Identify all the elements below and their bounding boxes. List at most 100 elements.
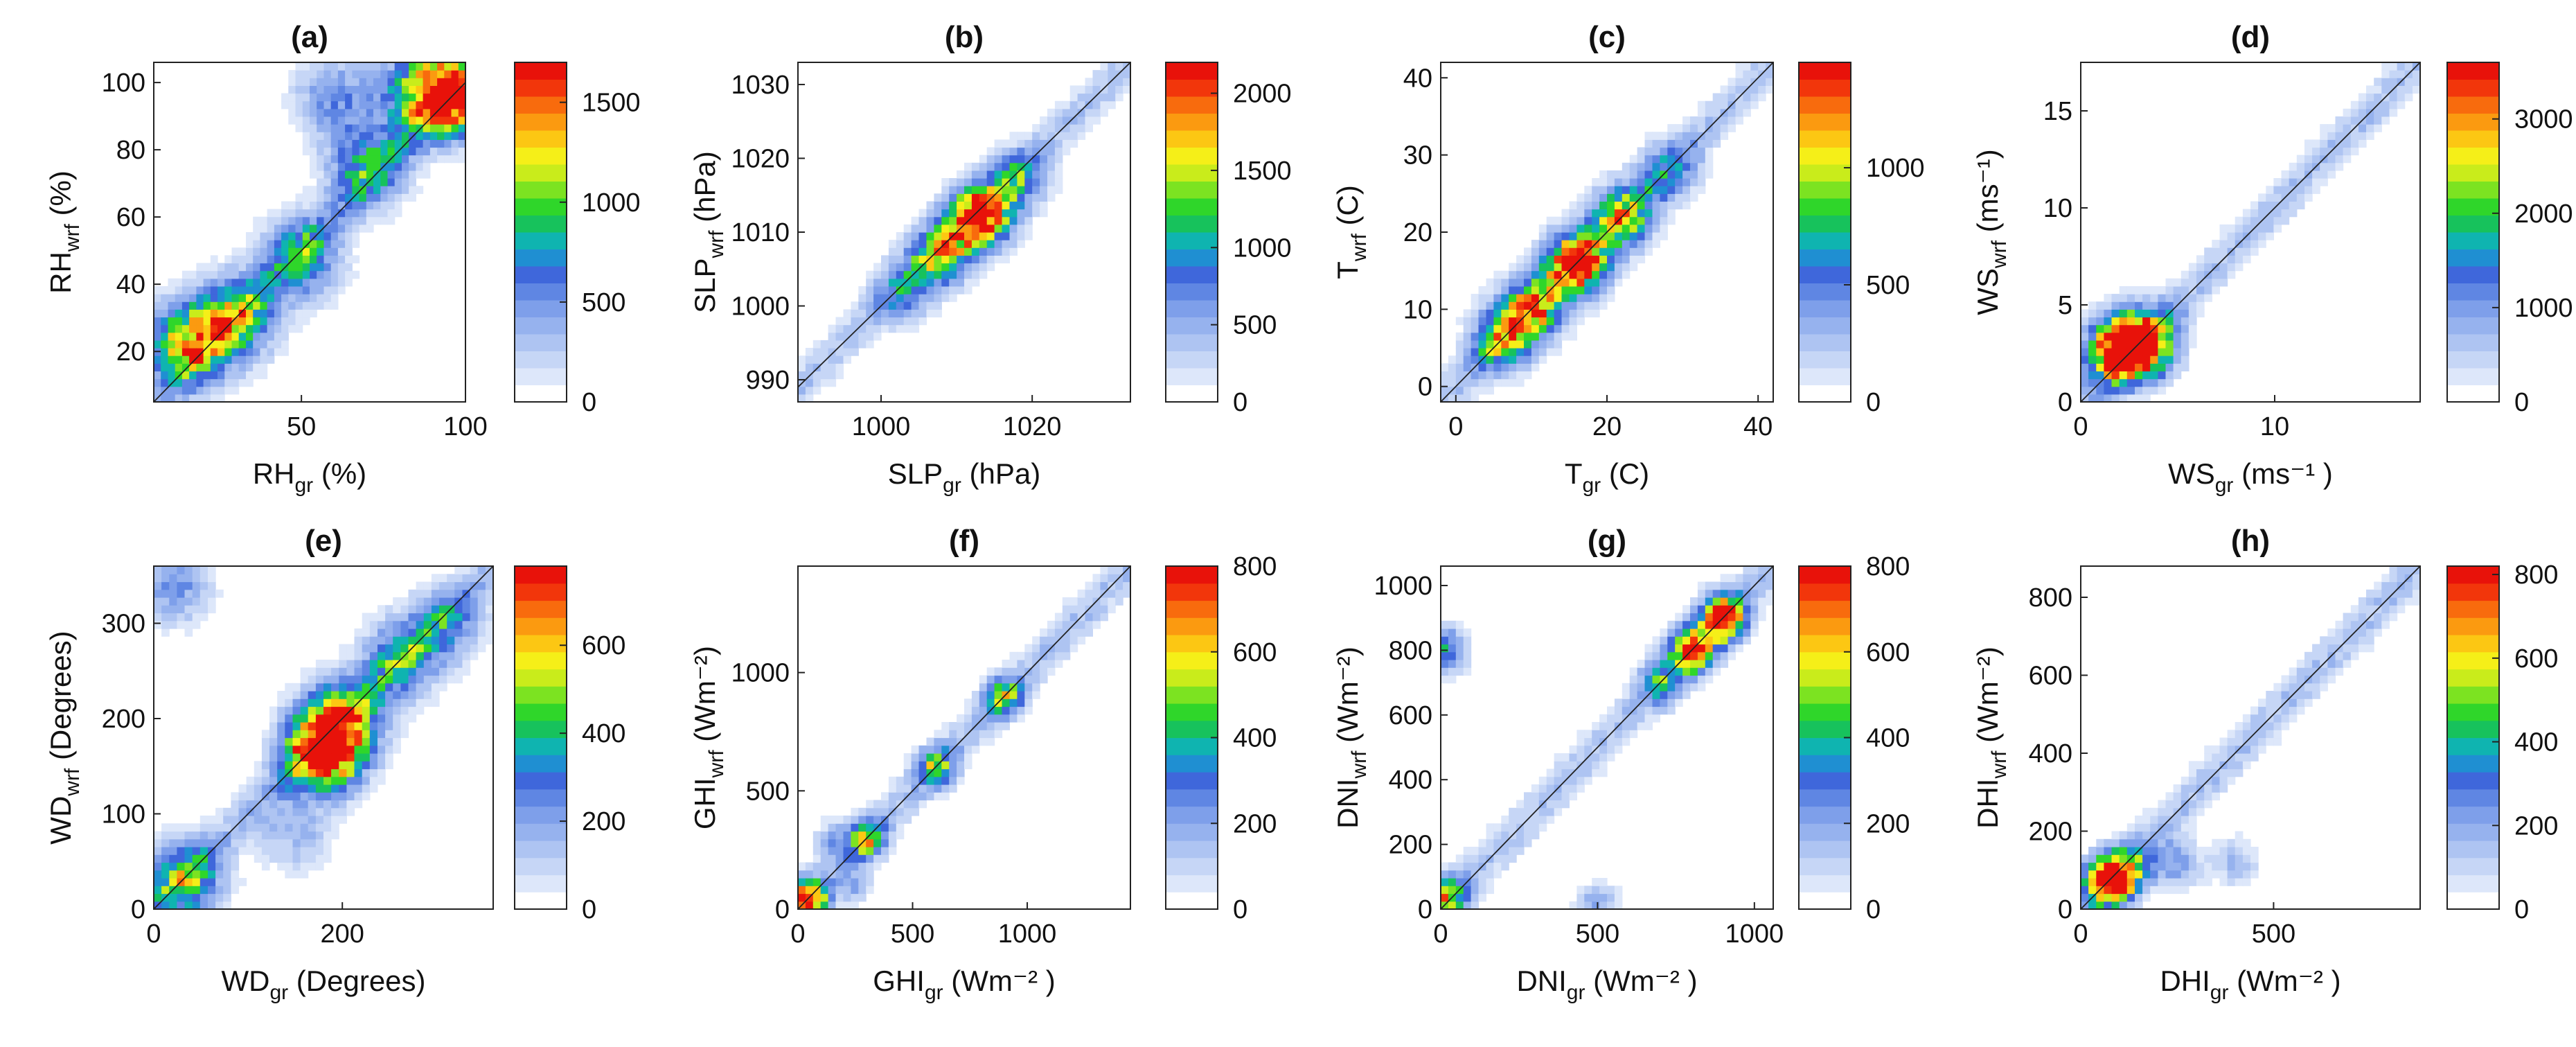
heatmap-cell <box>1524 324 1532 333</box>
heatmap-cell <box>380 155 389 164</box>
heatmap-cell <box>253 263 260 272</box>
heatmap-cell <box>986 232 995 240</box>
heatmap-cell <box>2165 807 2174 816</box>
heatmap-cell <box>1100 613 1108 622</box>
heatmap-cell <box>177 847 186 855</box>
heatmap-cell <box>2343 139 2352 148</box>
heatmap-cell <box>941 232 950 240</box>
heatmap-cell <box>1561 216 1570 225</box>
heatmap-cell <box>295 193 303 202</box>
heatmap-cell <box>2212 753 2220 762</box>
heatmap-cell <box>458 93 466 102</box>
heatmap-cell <box>409 78 416 86</box>
heatmap-cell <box>1455 386 1464 395</box>
heatmap-cell <box>369 667 378 676</box>
heatmap-cell <box>1024 132 1033 140</box>
heatmap-cell <box>408 613 417 622</box>
heatmap-cell <box>400 691 409 699</box>
heatmap-cell <box>1652 714 1660 723</box>
heatmap-cell <box>393 706 401 715</box>
heatmap-cell <box>888 324 897 333</box>
heatmap-cell <box>400 698 409 707</box>
heatmap-cell <box>1455 660 1464 668</box>
heatmap-cell <box>199 816 208 824</box>
heatmap-cell <box>260 224 268 233</box>
heatmap-cell <box>1032 124 1040 132</box>
heatmap-cell <box>873 807 882 816</box>
heatmap-cell <box>2320 139 2328 148</box>
heatmap-cell <box>1040 667 1048 676</box>
heatmap-cell <box>1660 209 1668 218</box>
heatmap-cell <box>835 878 844 886</box>
heatmap-cell <box>2135 355 2143 364</box>
heatmap-cell <box>1561 224 1570 233</box>
colorbar-tick-label: 200 <box>582 807 625 836</box>
heatmap-cell <box>387 209 396 218</box>
heatmap-cell <box>317 147 324 156</box>
heatmap-cell <box>1554 286 1563 294</box>
heatmap-cell <box>1592 768 1600 777</box>
heatmap-cell <box>828 355 837 364</box>
heatmap-cell <box>315 847 324 855</box>
heatmap-cell <box>2273 193 2282 202</box>
heatmap-cell <box>1584 745 1592 754</box>
heatmap-cell <box>217 317 225 326</box>
heatmap-cell <box>246 278 254 287</box>
heatmap-cell <box>1054 132 1063 140</box>
heatmap-cell <box>1062 132 1071 140</box>
heatmap-cell <box>175 324 183 333</box>
heatmap-cell <box>2111 317 2120 326</box>
heatmap-cell <box>1644 216 1653 225</box>
heatmap-cell <box>281 270 289 279</box>
heatmap-cell <box>1538 247 1547 256</box>
heatmap-cell <box>224 348 233 356</box>
heatmap-cell <box>317 255 324 264</box>
colorbar-segment <box>1799 600 1851 618</box>
heatmap-cell <box>302 147 310 156</box>
heatmap-cell <box>986 170 995 179</box>
heatmap-cell <box>359 193 367 202</box>
heatmap-cell <box>261 854 270 863</box>
heatmap-cell <box>267 355 275 364</box>
heatmap-cell <box>2281 683 2290 692</box>
heatmap-cell <box>2173 878 2182 886</box>
heatmap-cell <box>828 901 837 910</box>
heatmap-cell <box>308 691 317 699</box>
heatmap-cell <box>285 706 293 715</box>
heatmap-cell <box>2126 286 2135 294</box>
heatmap-cell <box>1644 675 1653 684</box>
heatmap-cell <box>394 178 402 186</box>
heatmap-cell <box>911 270 920 279</box>
heatmap-cell <box>317 209 324 218</box>
heatmap-cell <box>437 100 445 109</box>
heatmap-cell <box>323 232 332 240</box>
heatmap-cell <box>1501 348 1509 356</box>
heatmap-cell <box>199 886 208 895</box>
heatmap-cell <box>310 100 317 109</box>
heatmap-cell <box>1705 613 1714 622</box>
heatmap-cell <box>409 186 416 194</box>
heatmap-cell <box>1675 147 1683 156</box>
heatmap-cell <box>1047 628 1056 637</box>
heatmap-cell <box>416 139 424 148</box>
heatmap-cell <box>431 698 440 707</box>
heatmap-cell <box>1471 886 1480 895</box>
heatmap-cell <box>1682 201 1691 210</box>
heatmap-cell <box>1108 70 1116 78</box>
heatmap-cell <box>416 698 425 707</box>
heatmap-cell <box>330 139 339 148</box>
heatmap-cell <box>323 838 332 847</box>
heatmap-cell <box>274 278 282 287</box>
heatmap-cell <box>416 62 424 71</box>
heatmap-cell <box>315 722 324 730</box>
heatmap-cell <box>223 870 231 879</box>
heatmap-cell <box>888 240 897 248</box>
heatmap-cell <box>941 294 950 302</box>
heatmap-cell <box>2096 355 2104 364</box>
heatmap-cell <box>346 714 355 723</box>
heatmap-cell <box>1501 363 1509 371</box>
heatmap-cell <box>2320 651 2328 660</box>
heatmap-cell <box>1002 186 1010 194</box>
heatmap-cell <box>957 209 965 218</box>
